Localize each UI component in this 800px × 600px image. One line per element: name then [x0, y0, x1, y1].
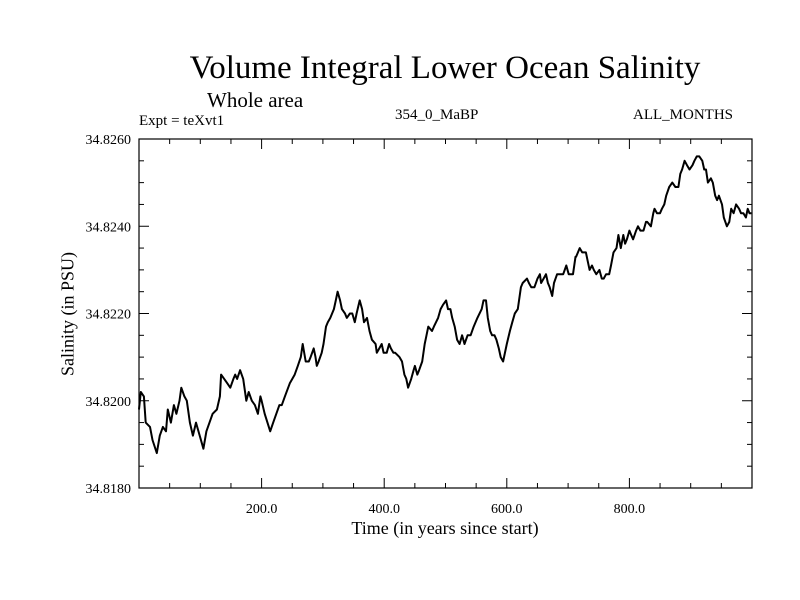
y-tick-label: 34.8220 — [86, 308, 132, 323]
chart-title: Volume Integral Lower Ocean Salinity — [189, 50, 701, 86]
y-tick-label: 34.8180 — [86, 482, 132, 497]
y-tick-label: 34.8200 — [86, 395, 132, 410]
x-tick-label: 800.0 — [614, 502, 646, 517]
months-label: ALL_MONTHS — [633, 107, 733, 123]
salinity-series-line — [138, 155, 752, 455]
x-tick-label: 600.0 — [491, 502, 523, 517]
x-axis-label: Time (in years since start) — [351, 518, 539, 538]
axis-ticks — [139, 139, 752, 488]
y-tick-label: 34.8240 — [86, 220, 132, 235]
plot-frame — [138, 138, 753, 489]
x-tick-label: 400.0 — [368, 502, 400, 517]
axis-tick-labels: 200.0 400.0 600.0 800.0 34.8180 34.8200 34.822… — [86, 133, 646, 517]
period-label: 354_0_MaBP — [395, 107, 479, 123]
y-tick-label: 34.8260 — [86, 133, 132, 148]
x-tick-label: 200.0 — [246, 502, 278, 517]
chart-subtitle: Whole area — [207, 88, 304, 112]
experiment-label: Expt = teXvt1 — [139, 113, 225, 129]
